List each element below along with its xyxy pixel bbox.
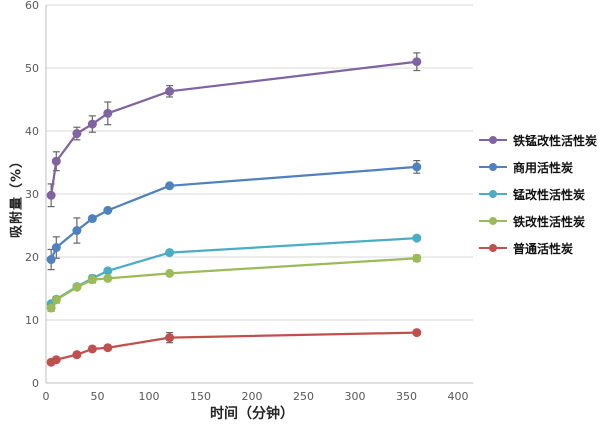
data-point bbox=[46, 255, 56, 265]
legend-label: 商用活性炭 bbox=[513, 160, 574, 175]
data-point bbox=[87, 275, 97, 285]
data-point bbox=[72, 282, 82, 292]
x-tick-label: 100 bbox=[139, 390, 160, 403]
data-point bbox=[72, 350, 82, 360]
legend-label: 锰改性活性炭 bbox=[513, 187, 586, 202]
y-tick-label: 50 bbox=[25, 62, 39, 75]
y-tick-label: 10 bbox=[25, 314, 39, 327]
x-tick-label: 250 bbox=[293, 390, 314, 403]
data-point bbox=[51, 355, 61, 365]
y-tick-label: 30 bbox=[25, 188, 39, 201]
y-axis-title: 吸附量（%） bbox=[9, 153, 25, 239]
x-tick-label: 50 bbox=[91, 390, 105, 403]
series-line-0 bbox=[50, 60, 418, 197]
data-point bbox=[103, 205, 113, 215]
y-tick-label: 40 bbox=[25, 125, 39, 138]
data-point bbox=[412, 233, 422, 243]
data-point bbox=[51, 243, 61, 253]
data-point bbox=[165, 181, 175, 191]
data-point bbox=[165, 268, 175, 278]
y-tick-label: 20 bbox=[25, 251, 39, 264]
data-point bbox=[87, 119, 97, 129]
data-point bbox=[165, 333, 175, 343]
data-point bbox=[51, 156, 61, 166]
legend-item-2: 锰改性活性炭 bbox=[478, 185, 597, 203]
legend-item-0: 铁锰改性活性炭 bbox=[478, 131, 597, 149]
data-point bbox=[51, 295, 61, 305]
data-point bbox=[412, 162, 422, 172]
legend-marker-icon bbox=[479, 190, 507, 198]
legend-label: 铁改性活性炭 bbox=[513, 214, 586, 229]
legend-item-4: 普通活性炭 bbox=[478, 239, 597, 257]
data-point bbox=[103, 108, 113, 118]
data-point bbox=[165, 86, 175, 96]
legend-label: 普通活性炭 bbox=[513, 241, 574, 256]
x-tick-label: 400 bbox=[448, 390, 469, 403]
x-axis-title: 时间（分钟） bbox=[210, 406, 294, 422]
data-point bbox=[72, 226, 82, 236]
legend-item-1: 商用活性炭 bbox=[478, 158, 597, 176]
legend-marker-icon bbox=[479, 163, 507, 171]
data-point bbox=[87, 344, 97, 354]
data-point bbox=[87, 214, 97, 224]
data-point bbox=[72, 129, 82, 139]
y-tick-label: 60 bbox=[25, 0, 39, 12]
series-line-3 bbox=[50, 257, 418, 310]
data-point bbox=[46, 190, 56, 200]
legend: 铁锰改性活性炭 商用活性炭锰改性活性炭 铁改性活性炭 普通活性炭 bbox=[478, 131, 597, 266]
legend-label: 铁锰改性活性炭 bbox=[513, 133, 598, 148]
data-point bbox=[103, 266, 113, 276]
x-tick-label: 200 bbox=[242, 390, 263, 403]
legend-item-3: 铁改性活性炭 bbox=[478, 212, 597, 230]
data-point bbox=[103, 343, 113, 353]
x-tick-label: 0 bbox=[43, 390, 50, 403]
data-point bbox=[412, 253, 422, 263]
data-point bbox=[412, 57, 422, 67]
data-point bbox=[103, 273, 113, 283]
x-tick-label: 150 bbox=[190, 390, 211, 403]
data-point bbox=[165, 248, 175, 258]
legend-marker-icon bbox=[479, 244, 507, 252]
x-tick-label: 300 bbox=[345, 390, 366, 403]
y-tick-label: 0 bbox=[32, 377, 39, 390]
data-point bbox=[412, 328, 422, 338]
x-tick-label: 350 bbox=[396, 390, 417, 403]
data-point bbox=[46, 303, 56, 313]
legend-marker-icon bbox=[479, 136, 507, 144]
legend-marker-icon bbox=[479, 217, 507, 225]
